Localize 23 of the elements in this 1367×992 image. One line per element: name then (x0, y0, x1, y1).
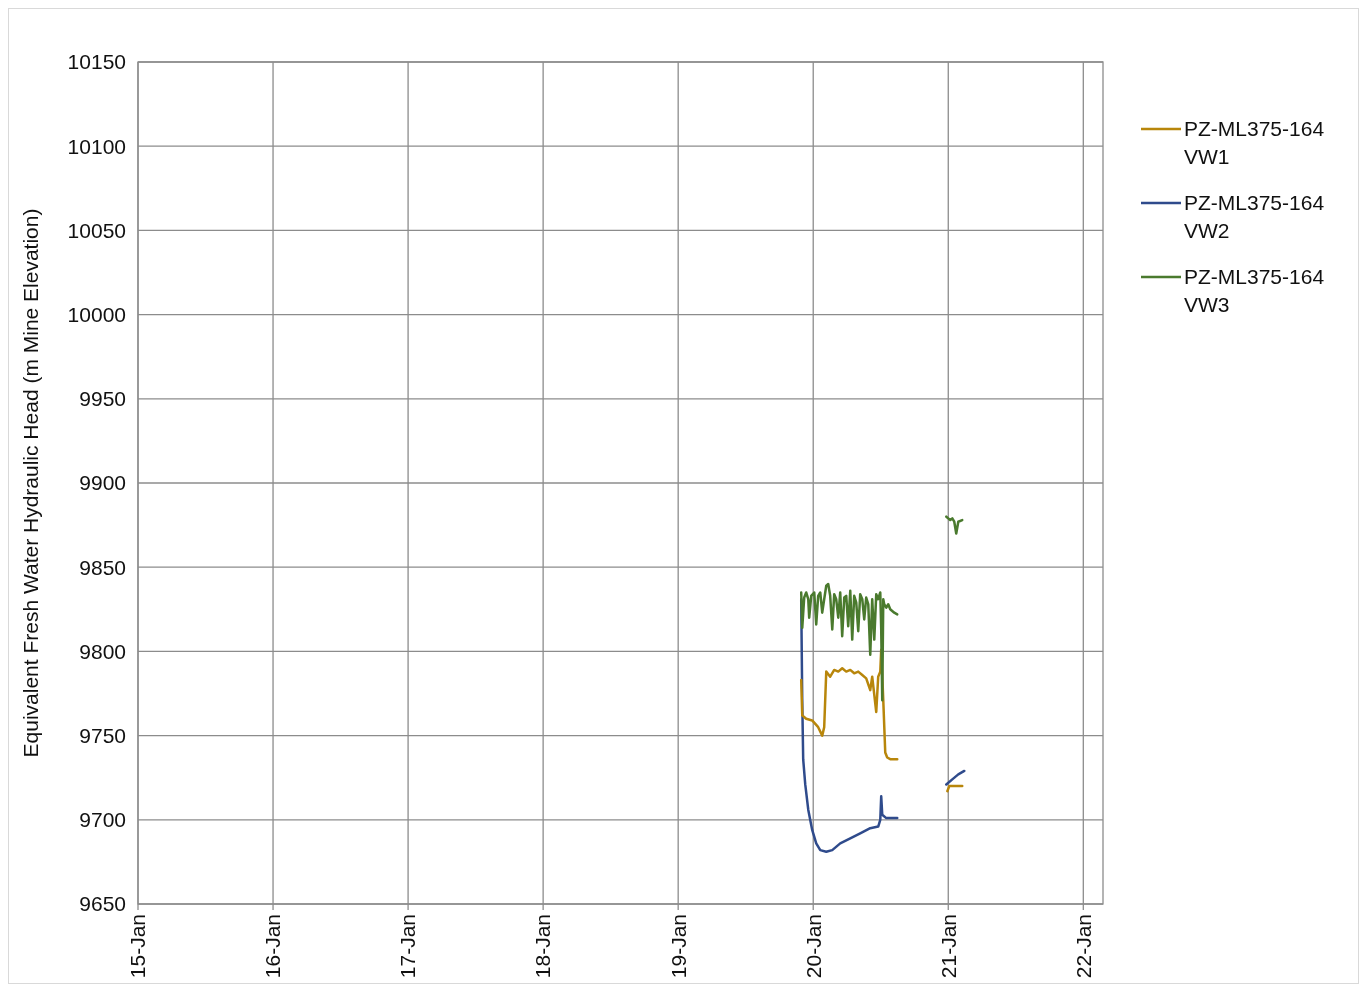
y-tick-label: 9750 (79, 723, 126, 747)
x-tick-label: 17-Jan (396, 914, 420, 979)
y-tick-label: 10050 (67, 218, 126, 242)
y-axis-title: Equivalent Fresh Water Hydraulic Head (m Mine Elevation) (19, 208, 42, 758)
y-tick-label: 9650 (79, 892, 126, 916)
x-tick-label: 21-Jan (936, 914, 960, 979)
x-tick-label: 15-Jan (126, 914, 150, 979)
legend-label: PZ-ML375-164 VW2 (1184, 191, 1325, 242)
y-tick-label: 9950 (79, 387, 126, 411)
y-tick-label: 9800 (79, 639, 126, 663)
x-tick-label: 16-Jan (261, 914, 285, 979)
y-tick-label: 9700 (79, 808, 126, 832)
x-tick-label: 22-Jan (1071, 914, 1095, 979)
y-tick-label: 10100 (67, 134, 126, 158)
legend-label: PZ-ML375-164 VW3 (1184, 265, 1325, 316)
y-tick-label: 10150 (67, 50, 126, 74)
x-tick-label: 19-Jan (666, 914, 690, 979)
y-tick-label: 9850 (79, 555, 126, 579)
y-tick-label: 10000 (67, 302, 126, 326)
x-tick-label: 18-Jan (531, 914, 555, 979)
y-tick-label: 9900 (79, 471, 126, 495)
x-tick-label: 20-Jan (801, 914, 825, 979)
legend-label: PZ-ML375-164 VW1 (1184, 117, 1325, 168)
